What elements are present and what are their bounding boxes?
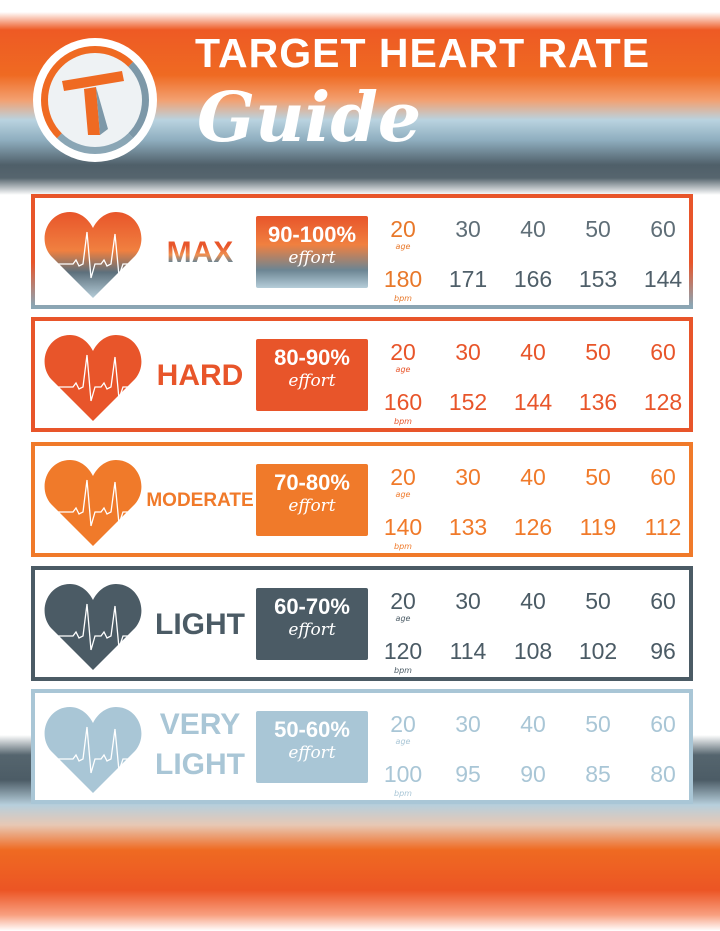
bpm-value: 108 xyxy=(513,638,553,664)
zone-card-moderate: MODERATE 70-80% effort 20 140 30 133 40 126 50 119… xyxy=(31,442,693,557)
zone-name-line2: LIGHT xyxy=(155,748,245,781)
bpm-unit-label: bpm xyxy=(394,789,412,798)
age-value: 30 xyxy=(455,216,481,242)
heart-ecg-icon xyxy=(44,584,142,670)
effort-percent: 70-80% xyxy=(274,470,350,495)
bpm-unit-label: bpm xyxy=(394,417,412,426)
age-value: 40 xyxy=(520,216,546,242)
heart-ecg-icon xyxy=(44,460,142,546)
heart-ecg-icon xyxy=(44,212,142,298)
age-unit-label: age xyxy=(395,614,411,623)
effort-badge: 50-60% effort xyxy=(256,711,368,783)
page-subtitle: Guide xyxy=(197,78,422,158)
bpm-value: 144 xyxy=(643,266,683,292)
effort-label: effort xyxy=(288,496,336,516)
age-value: 50 xyxy=(585,339,611,365)
bpm-value: 171 xyxy=(448,266,488,292)
age-value: 30 xyxy=(455,711,481,737)
age-value: 50 xyxy=(585,464,611,490)
bpm-value: 166 xyxy=(513,266,553,292)
bpm-value: 102 xyxy=(578,638,618,664)
effort-percent: 50-60% xyxy=(274,717,350,742)
age-value: 60 xyxy=(650,588,676,614)
age-value: 20 xyxy=(390,588,416,614)
bpm-value: 80 xyxy=(650,761,676,787)
bpm-value: 95 xyxy=(455,761,481,787)
effort-percent: 90-100% xyxy=(267,222,357,247)
zone-card-max: MAX 90-100% effort 20 180 30 171 40 166 50 153 60 14… xyxy=(31,194,693,309)
bpm-value: 140 xyxy=(383,514,423,540)
bpm-unit-label: bpm xyxy=(394,666,412,675)
zone-card-very: VERY LIGHT 50-60% effort 20 100 30 95 40 90 50 85 60… xyxy=(31,689,693,804)
age-value: 40 xyxy=(520,588,546,614)
age-value: 40 xyxy=(520,339,546,365)
zone-card-light: LIGHT 60-70% effort 20 120 30 114 40 108 50 102 60 9… xyxy=(31,566,693,681)
zone-name: HARD xyxy=(156,359,244,392)
age-value: 20 xyxy=(390,216,416,242)
effort-percent: 60-70% xyxy=(274,594,350,619)
age-value: 40 xyxy=(520,464,546,490)
age-unit-label: age xyxy=(395,365,411,374)
age-value: 30 xyxy=(455,588,481,614)
age-value: 30 xyxy=(455,464,481,490)
effort-badge: 80-90% effort xyxy=(256,339,368,411)
age-value: 60 xyxy=(650,216,676,242)
logo-t-icon xyxy=(62,71,124,135)
age-value: 60 xyxy=(650,339,676,365)
effort-label: effort xyxy=(288,620,336,640)
bpm-value: 96 xyxy=(650,638,676,664)
bpm-value: 153 xyxy=(578,266,618,292)
age-value: 60 xyxy=(650,711,676,737)
age-value: 60 xyxy=(650,464,676,490)
zone-name: VERY xyxy=(159,708,241,741)
heart-ecg-icon xyxy=(44,707,142,793)
effort-badge: 70-80% effort xyxy=(256,464,368,536)
effort-label: effort xyxy=(288,743,336,763)
age-unit-label: age xyxy=(395,737,411,746)
age-value: 20 xyxy=(390,339,416,365)
bpm-value: 160 xyxy=(383,389,423,415)
bpm-value: 133 xyxy=(448,514,488,540)
age-value: 50 xyxy=(585,711,611,737)
age-unit-label: age xyxy=(395,242,411,251)
age-value: 50 xyxy=(585,216,611,242)
zone-name: MAX xyxy=(145,235,255,271)
bpm-unit-label: bpm xyxy=(394,542,412,551)
bpm-value: 85 xyxy=(585,761,611,787)
effort-label: effort xyxy=(288,248,336,268)
bpm-value: 136 xyxy=(578,389,618,415)
bpm-value: 152 xyxy=(448,389,488,415)
zone-name: MODERATE xyxy=(146,490,254,511)
effort-percent: 80-90% xyxy=(274,345,350,370)
bpm-value: 100 xyxy=(383,761,423,787)
bpm-value: 112 xyxy=(644,514,682,540)
age-value: 50 xyxy=(585,588,611,614)
bpm-value: 114 xyxy=(449,638,487,664)
effort-badge: 60-70% effort xyxy=(256,588,368,660)
bpm-value: 180 xyxy=(383,266,423,292)
age-value: 20 xyxy=(390,711,416,737)
age-value: 20 xyxy=(390,464,416,490)
effort-label: effort xyxy=(288,371,336,391)
bpm-value: 144 xyxy=(513,389,553,415)
age-unit-label: age xyxy=(395,490,411,499)
zone-name: LIGHT xyxy=(155,608,245,641)
zone-card-hard: HARD 80-90% effort 20 160 30 152 40 144 50 136 60 12… xyxy=(31,317,693,432)
age-value: 30 xyxy=(455,339,481,365)
page-title: TARGET HEART RATE xyxy=(195,30,651,76)
bpm-value: 128 xyxy=(643,389,683,415)
bpm-unit-label: bpm xyxy=(394,294,412,303)
bpm-value: 126 xyxy=(513,514,553,540)
bpm-value: 120 xyxy=(383,638,423,664)
age-value: 40 xyxy=(520,711,546,737)
heart-ecg-icon xyxy=(44,335,142,421)
effort-badge: 90-100% effort xyxy=(256,216,368,288)
logo xyxy=(33,38,157,162)
bpm-value: 119 xyxy=(579,514,617,540)
bpm-value: 90 xyxy=(520,761,546,787)
